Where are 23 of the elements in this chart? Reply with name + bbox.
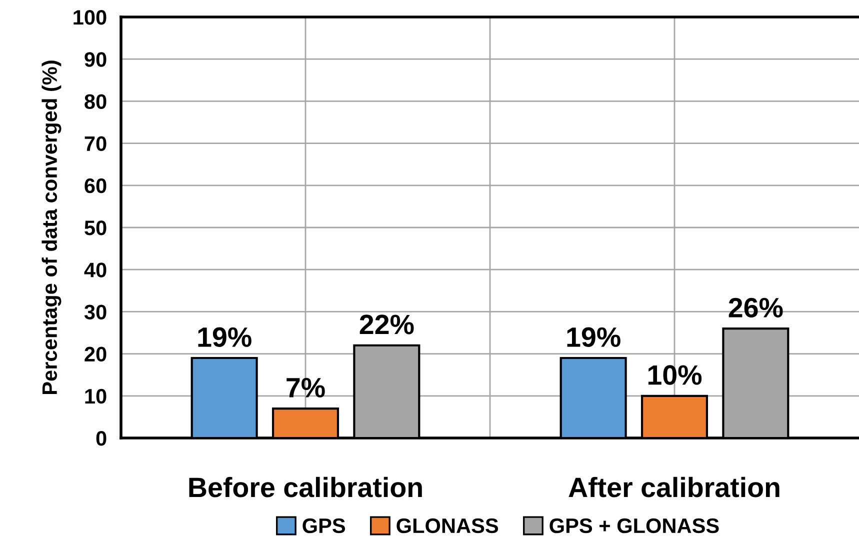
- y-tick-label: 50: [84, 220, 106, 236]
- y-tick-label: 80: [84, 94, 106, 109]
- x-tick-label: Before calibration: [189, 476, 422, 498]
- legend-label: GPS + GLONASS: [550, 518, 719, 534]
- data-label: 19%: [567, 327, 620, 347]
- y-tick-label: 70: [84, 136, 106, 152]
- data-label: 26%: [728, 298, 783, 318]
- y-tick-label: 40: [84, 262, 106, 278]
- legend-label: GPS: [302, 518, 346, 534]
- y-tick-label: 60: [84, 178, 106, 194]
- legend-label: GLONASS: [396, 518, 498, 534]
- y-tick-label: 10: [85, 388, 106, 404]
- data-label: 22%: [360, 314, 414, 334]
- y-axis-title: Percentage of data converged (%): [42, 60, 62, 394]
- data-label: 19%: [198, 327, 252, 347]
- y-tick-label: 30: [84, 304, 106, 320]
- data-label: 10%: [648, 365, 702, 385]
- y-tick-label: 90: [84, 52, 106, 67]
- data-label: 7%: [286, 378, 325, 398]
- x-tick-label: After calibration: [568, 476, 780, 498]
- y-tick-label: 20: [84, 346, 106, 362]
- y-tick-label: 0: [96, 431, 106, 446]
- y-tick-label: 100: [74, 10, 106, 25]
